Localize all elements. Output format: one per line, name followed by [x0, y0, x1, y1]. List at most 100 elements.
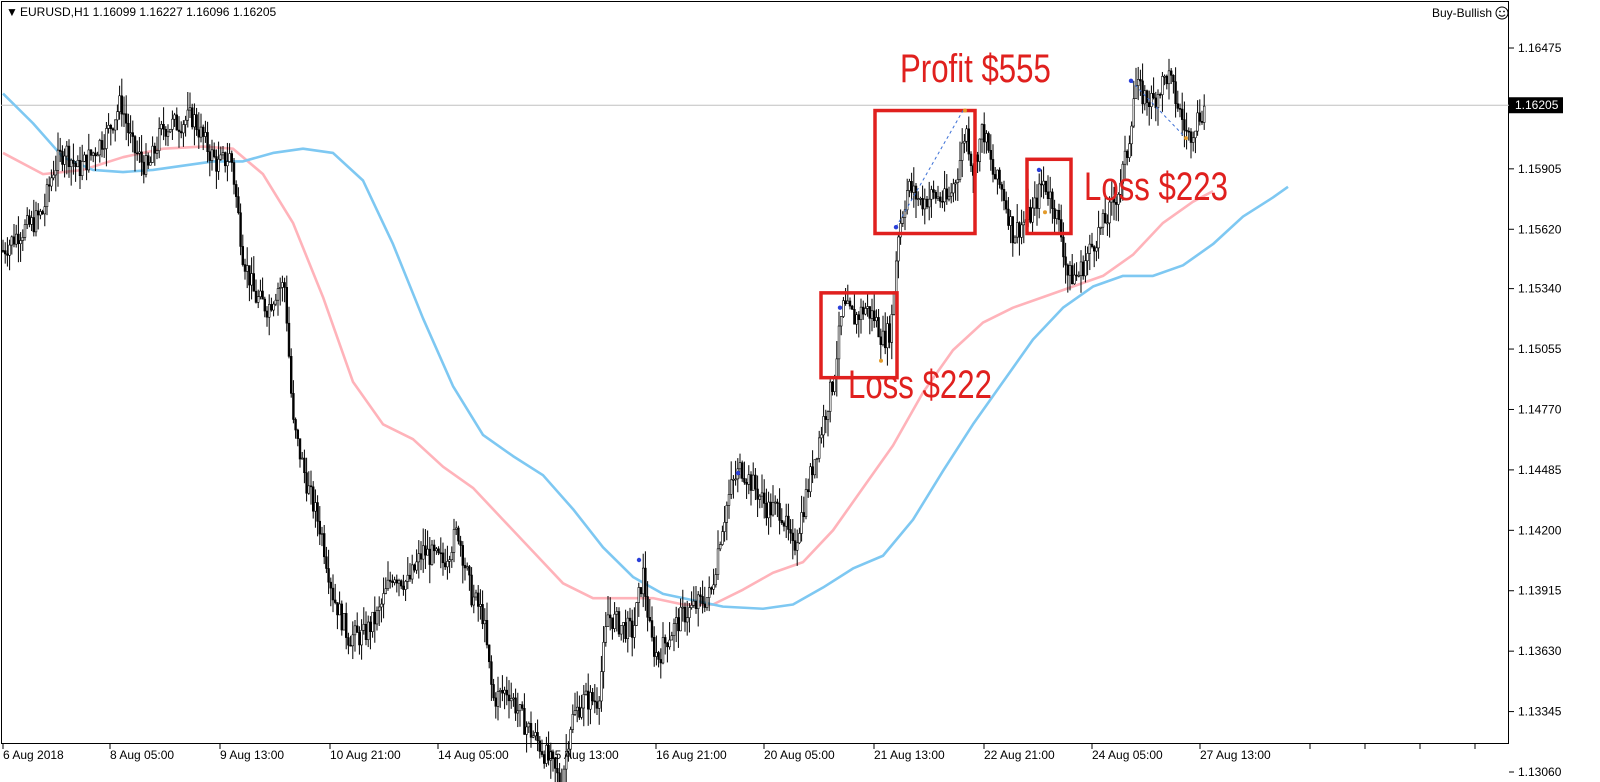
candle-body — [751, 474, 755, 491]
candle-body — [668, 639, 671, 648]
candle-body — [800, 512, 803, 534]
candle-body — [441, 552, 445, 564]
candle-body — [754, 474, 757, 490]
candle-body — [169, 129, 172, 133]
candle-body — [703, 603, 707, 608]
candle-body — [1082, 261, 1085, 277]
candle-body — [393, 579, 396, 583]
candle-body — [419, 553, 423, 560]
candle-body — [237, 196, 240, 214]
candle-body — [897, 236, 900, 262]
candle-body — [274, 299, 277, 305]
candle-body — [193, 114, 196, 128]
candle-body — [417, 553, 420, 563]
candle-body — [936, 196, 940, 199]
candle-body — [1115, 202, 1118, 205]
candle-body — [630, 620, 634, 638]
candle-body — [542, 754, 546, 764]
candle-body — [842, 300, 845, 317]
candle-body — [985, 133, 988, 143]
candle-body — [575, 706, 579, 712]
candle-body — [1095, 247, 1098, 252]
candle-body — [23, 224, 27, 238]
candle-body — [672, 623, 676, 637]
candle-body — [837, 325, 841, 360]
candle-body — [844, 300, 847, 305]
candle-body — [613, 613, 616, 629]
candle-body — [254, 290, 258, 303]
candle-body — [732, 479, 735, 481]
candle-body — [782, 522, 786, 527]
candle-body — [809, 466, 812, 493]
candle-body — [289, 356, 293, 394]
candle-body — [729, 479, 733, 495]
candle-body — [894, 260, 898, 293]
candle-body — [248, 265, 251, 286]
candle-body — [114, 119, 117, 131]
trade-line-open — [1130, 80, 1187, 139]
candle-body — [798, 533, 801, 544]
candle-body — [21, 237, 24, 241]
candle-body — [30, 217, 33, 225]
candle-body — [298, 438, 302, 460]
candle-body — [213, 149, 216, 157]
candle-body — [276, 288, 280, 301]
candle-body — [960, 142, 964, 161]
candle-body — [905, 190, 909, 211]
candle-body — [344, 613, 348, 638]
candle-body — [265, 310, 269, 318]
candle-body — [191, 107, 194, 128]
candle-body — [655, 652, 658, 657]
candle-body — [147, 155, 150, 166]
symbol-info: EURUSD,H1 1.16099 1.16227 1.16096 1.1620… — [20, 5, 277, 19]
candle-body — [285, 287, 288, 324]
smiley-icon[interactable] — [1495, 6, 1509, 20]
candle-body — [694, 600, 698, 609]
candle-body — [850, 305, 854, 310]
expert-name[interactable]: Buy-Bullish — [1432, 6, 1492, 20]
candle-body — [303, 457, 306, 474]
candle-body — [171, 118, 174, 130]
chart-menu-icon[interactable]: ▼ — [6, 5, 18, 19]
candle-body — [855, 314, 858, 325]
candle-body — [760, 492, 764, 497]
candle-body — [1128, 143, 1131, 158]
candle-body — [15, 233, 18, 245]
candle-body — [1163, 75, 1166, 78]
candle-body — [267, 304, 271, 318]
candle-body — [864, 308, 867, 315]
candle-body — [1194, 130, 1197, 139]
candle-body — [197, 129, 200, 138]
candle-body — [1196, 112, 1199, 132]
candle-body — [833, 377, 836, 392]
candle-body — [692, 600, 696, 606]
candle-body — [349, 644, 352, 647]
candle-body — [1110, 197, 1114, 203]
candle-body — [382, 593, 385, 605]
candle-body — [877, 317, 880, 338]
candle-body — [989, 150, 993, 160]
plot-area[interactable] — [1, 1, 1509, 744]
candle-body — [430, 544, 434, 565]
candle-body — [652, 637, 656, 657]
candle-body — [432, 544, 436, 552]
price-axis[interactable]: 1.164751.161901.159051.156201.153401.150… — [1509, 41, 1563, 779]
y-tick-label: 1.13345 — [1518, 705, 1562, 719]
candle-body — [1130, 125, 1133, 145]
candle-body — [773, 501, 777, 504]
candle-body — [1178, 108, 1182, 110]
candle-body — [578, 706, 581, 718]
candle-body — [413, 564, 416, 571]
candle-body — [793, 540, 797, 551]
candle-body — [1159, 94, 1162, 96]
candle-body — [241, 246, 244, 265]
candle-body — [45, 184, 49, 208]
time-axis[interactable]: 6 Aug 2018 8 Aug 05:00 9 Aug 13:00 10 Aug 2… — [2, 744, 1476, 762]
candle-body — [976, 154, 979, 162]
x-tick-label: 27 Aug 13:00 — [1200, 748, 1271, 762]
candle-body — [173, 114, 176, 120]
candle-body — [925, 198, 929, 208]
candle-body — [331, 587, 335, 601]
candle-body — [558, 772, 561, 782]
